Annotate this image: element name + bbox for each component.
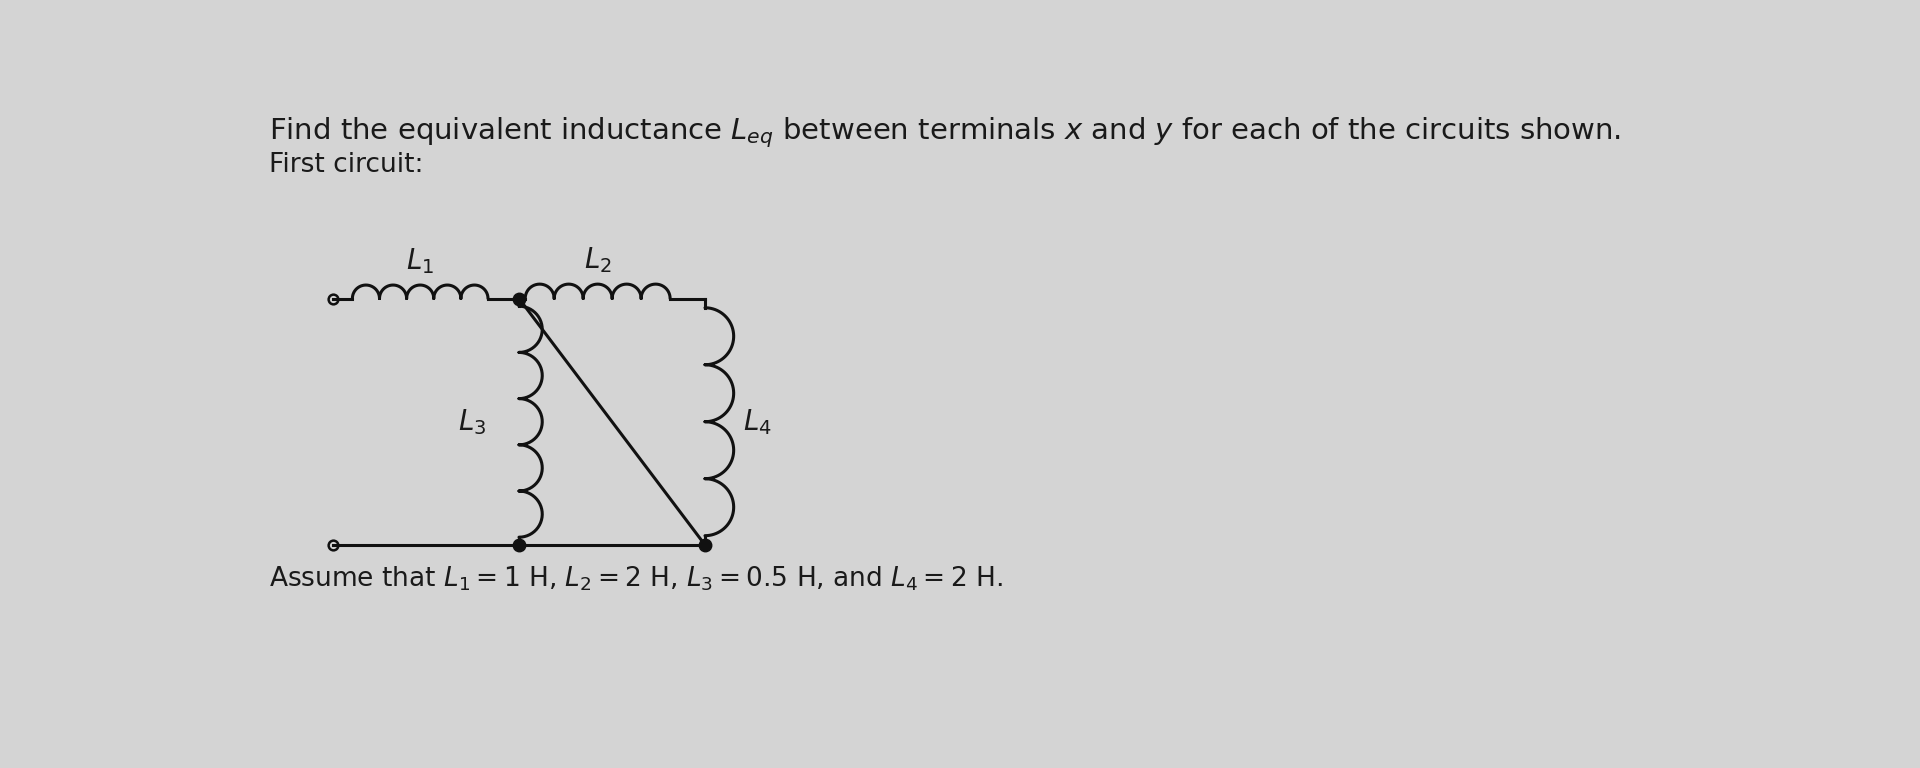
Text: First circuit:: First circuit: bbox=[269, 152, 424, 178]
Text: $L_4$: $L_4$ bbox=[743, 407, 772, 437]
Text: $L_1$: $L_1$ bbox=[407, 246, 434, 276]
Text: Assume that $L_1 = 1$ H, $L_2 = 2$ H, $L_3 = 0.5$ H, and $L_4 = 2$ H.: Assume that $L_1 = 1$ H, $L_2 = 2$ H, $L… bbox=[269, 564, 1004, 593]
Text: $L_2$: $L_2$ bbox=[584, 245, 612, 275]
Text: $L_3$: $L_3$ bbox=[459, 407, 486, 437]
Text: Find the equivalent inductance $L_{eq}$ between terminals $x$ and $y$ for each o: Find the equivalent inductance $L_{eq}$ … bbox=[269, 115, 1620, 150]
